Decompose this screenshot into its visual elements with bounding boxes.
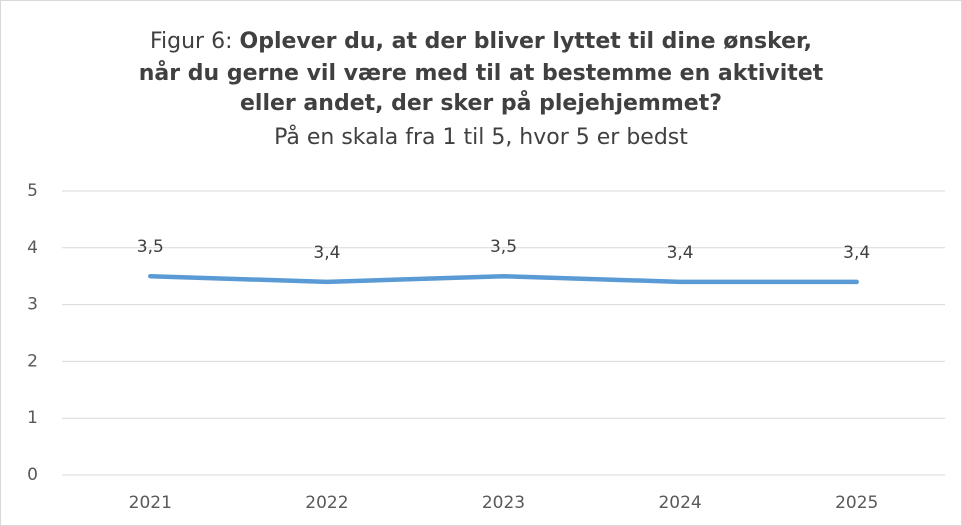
x-tick-label: 2022 <box>305 493 348 513</box>
x-tick-label: 2023 <box>482 493 525 513</box>
data-label: 3,4 <box>843 243 870 263</box>
data-line <box>148 273 859 285</box>
title-text: eller andet, der sker på plejehjemmet? <box>240 90 722 116</box>
y-tick-label: 3 <box>27 295 38 315</box>
title-text: Oplever du, at der bliver lyttet til din… <box>240 29 813 54</box>
data-label: 3,5 <box>137 237 164 257</box>
y-tick-label: 1 <box>27 408 38 428</box>
data-label: 3,4 <box>313 243 340 263</box>
title-text: når du gerne vil være med til at bestemm… <box>139 60 824 86</box>
chart-subtitle: På en skala fra 1 til 5, hvor 5 er bedst <box>274 124 688 150</box>
y-tick-label: 2 <box>27 351 38 371</box>
x-tick-label: 2025 <box>835 493 878 513</box>
chart-title-line: Figur 6: Oplever du, at der bliver lytte… <box>150 29 812 54</box>
data-label: 3,4 <box>667 243 694 263</box>
y-tick-label: 4 <box>27 238 38 258</box>
y-tick-label: 0 <box>27 465 38 485</box>
title-prefix: Figur 6: <box>150 29 233 54</box>
x-tick-label: 2021 <box>129 493 172 513</box>
x-tick-label: 2024 <box>658 493 701 513</box>
data-label: 3,5 <box>490 237 517 257</box>
y-tick-label: 5 <box>27 181 38 201</box>
